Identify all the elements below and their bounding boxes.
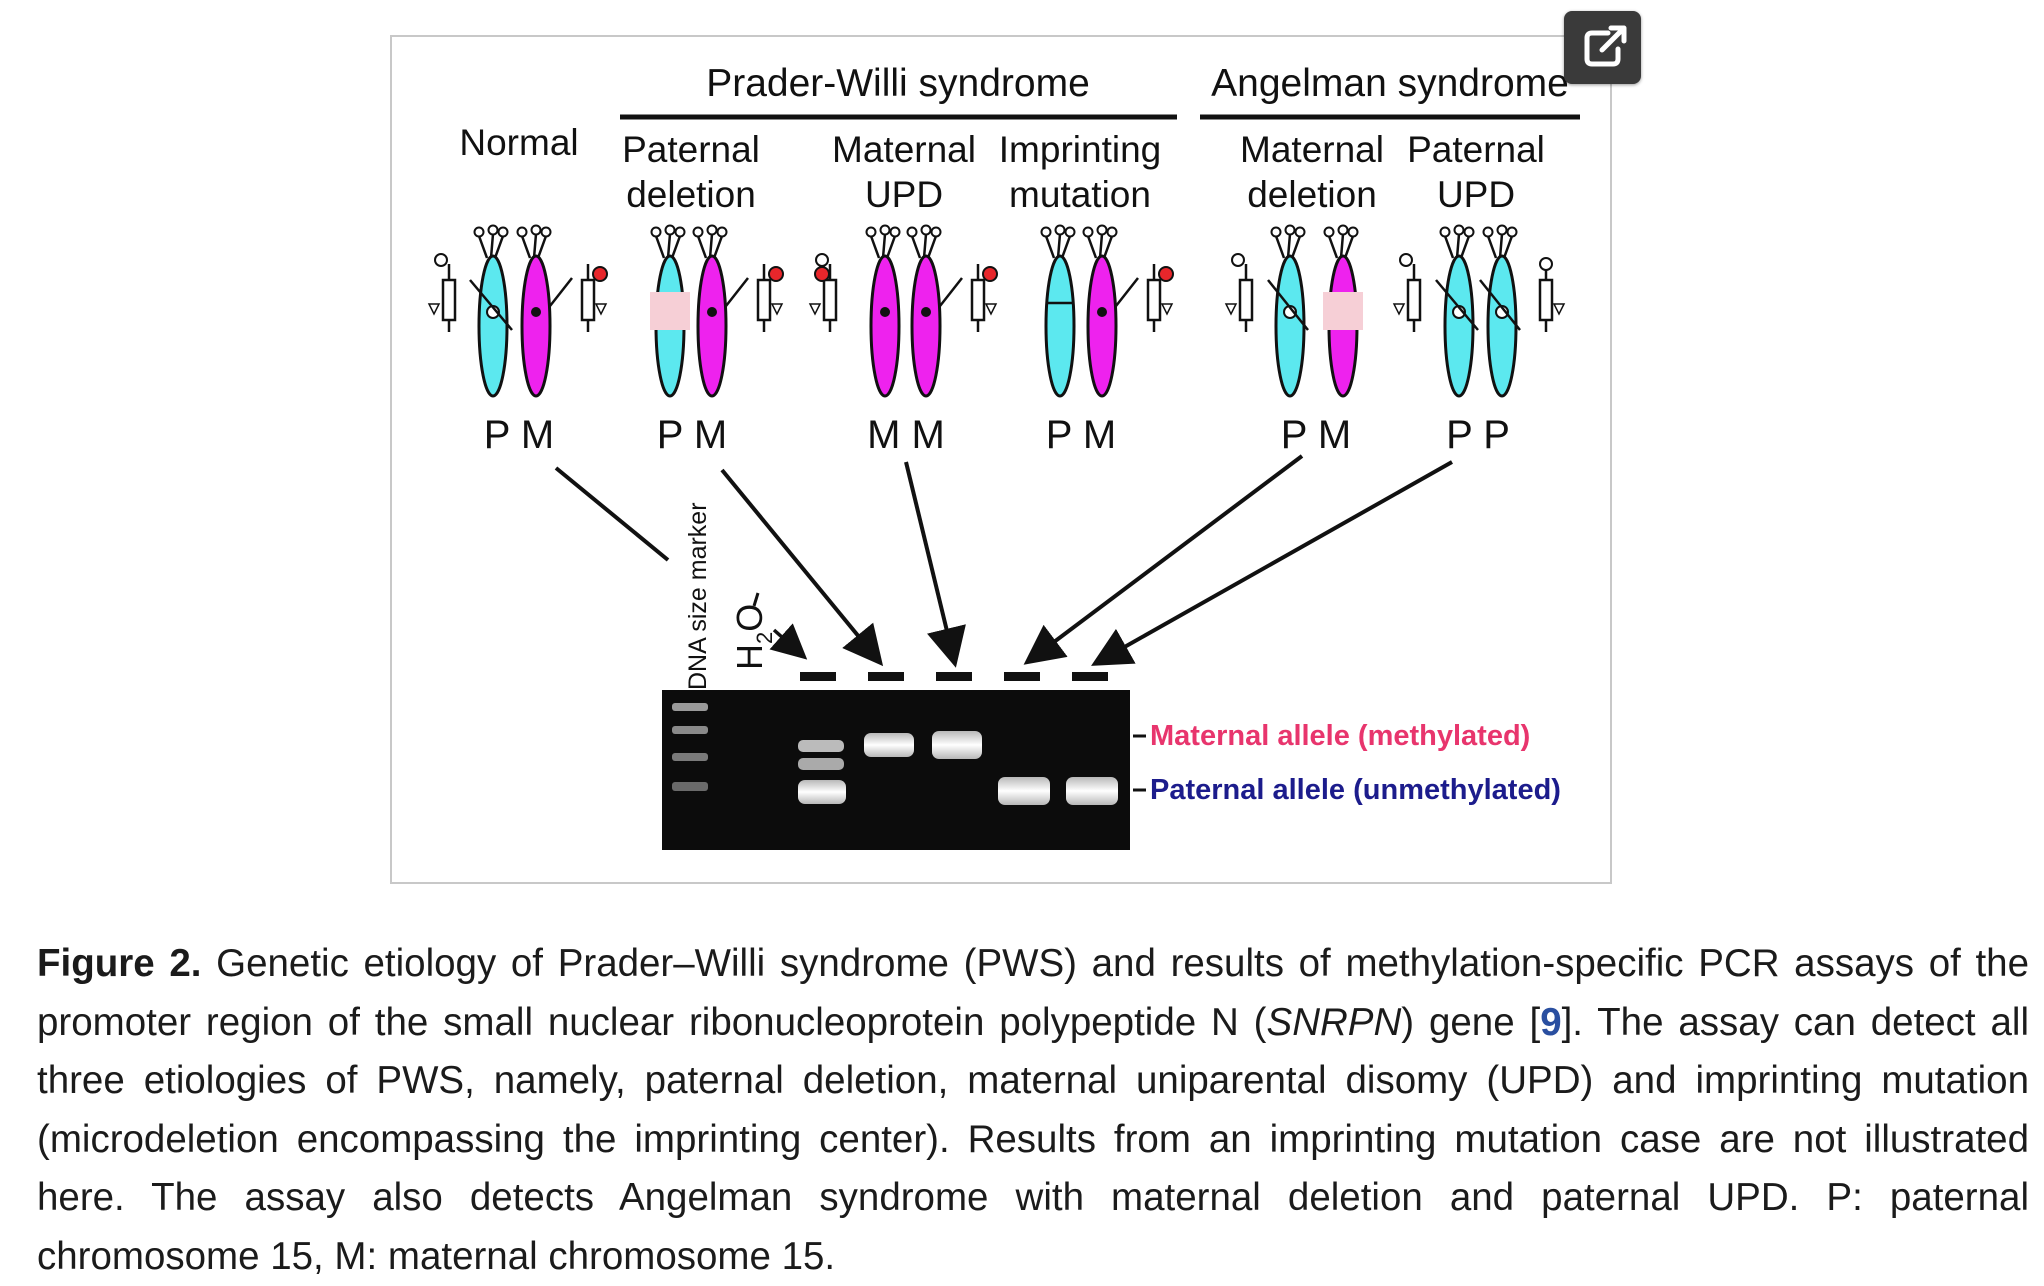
caption-reference-link[interactable]: 9	[1540, 1000, 1562, 1044]
lane-label-dna-marker: DNA size marker	[684, 502, 712, 690]
chromosome-pair-maternal-upd	[808, 224, 998, 398]
column-label-paternal-deletion-2: deletion	[626, 174, 756, 215]
column-label-maternal-deletion-1: Maternal	[1240, 129, 1384, 170]
band-label-paternal: Paternal allele (unmethylated)	[1150, 774, 1561, 806]
expand-icon	[1584, 25, 1627, 67]
allele-label-maternal-upd: M M	[867, 413, 945, 457]
column-label-imprinting-2: mutation	[1009, 174, 1151, 215]
column-label-paternal-deletion-1: Paternal	[622, 129, 760, 170]
allele-label-normal: P M	[484, 413, 554, 457]
caption-gene: SNRPN	[1266, 1000, 1402, 1044]
arrow-paternal-upd	[1091, 460, 1453, 666]
chromosome-pair-maternal-deletion	[1224, 224, 1363, 398]
arrow-paternal-deletion	[720, 468, 884, 667]
column-label-paternal-upd-1: Paternal	[1407, 129, 1545, 170]
caption-text-3: ]. The assay can detect all three etiolo…	[37, 1000, 2030, 1278]
figure-diagram: Prader-Willi syndrome Angelman syndrome …	[427, 62, 1580, 850]
lane-bar-3	[936, 672, 972, 681]
allele-label-imprinting: P M	[1046, 413, 1116, 457]
band-label-maternal: Maternal allele (methylated)	[1150, 720, 1530, 752]
allele-label-paternal-upd: P P	[1446, 413, 1510, 457]
column-label-paternal-upd-2: UPD	[1437, 174, 1515, 215]
arrow-maternal-upd	[904, 461, 966, 668]
chromosome-pair-normal	[427, 224, 608, 398]
arrow-maternal-deletion	[1023, 454, 1304, 665]
lane-bar-1	[800, 672, 836, 681]
lane-bar-4	[1004, 672, 1040, 681]
lane-label-water-tick	[752, 592, 760, 607]
group-title-pws: Prader-Willi syndrome	[706, 62, 1090, 105]
chromosome-pair-paternal-upd	[1392, 224, 1566, 398]
chromosome-pair-paternal-deletion	[650, 224, 784, 398]
lane-bar-5	[1072, 672, 1108, 681]
arrow-water	[769, 623, 808, 660]
group-title-as: Angelman syndrome	[1211, 62, 1569, 105]
lane-label-water: H2O	[729, 604, 777, 670]
gel-image	[662, 690, 1130, 850]
caption-label: Figure 2.	[37, 942, 202, 985]
expand-figure-button[interactable]	[1564, 11, 1641, 84]
chromosome-pair-imprinting-mutation	[1040, 224, 1174, 398]
column-label-maternal-upd-1: Maternal	[832, 129, 976, 170]
lane-bar-2	[868, 672, 904, 681]
column-label-maternal-upd-2: UPD	[865, 174, 943, 215]
column-label-imprinting-1: Imprinting	[999, 129, 1161, 170]
connector-normal	[554, 466, 670, 562]
allele-label-paternal-deletion: P M	[657, 413, 727, 457]
caption-text-2: ) gene [	[1401, 1000, 1541, 1044]
caption-text-1: Genetic etiology of Prader–Willi syndrom…	[37, 942, 2030, 1044]
allele-label-maternal-deletion: P M	[1281, 413, 1351, 457]
column-label-normal: Normal	[459, 122, 578, 163]
column-label-maternal-deletion-2: deletion	[1247, 174, 1377, 215]
figure-caption: Figure 2. Genetic etiology of Prader–Wil…	[37, 935, 2029, 1286]
